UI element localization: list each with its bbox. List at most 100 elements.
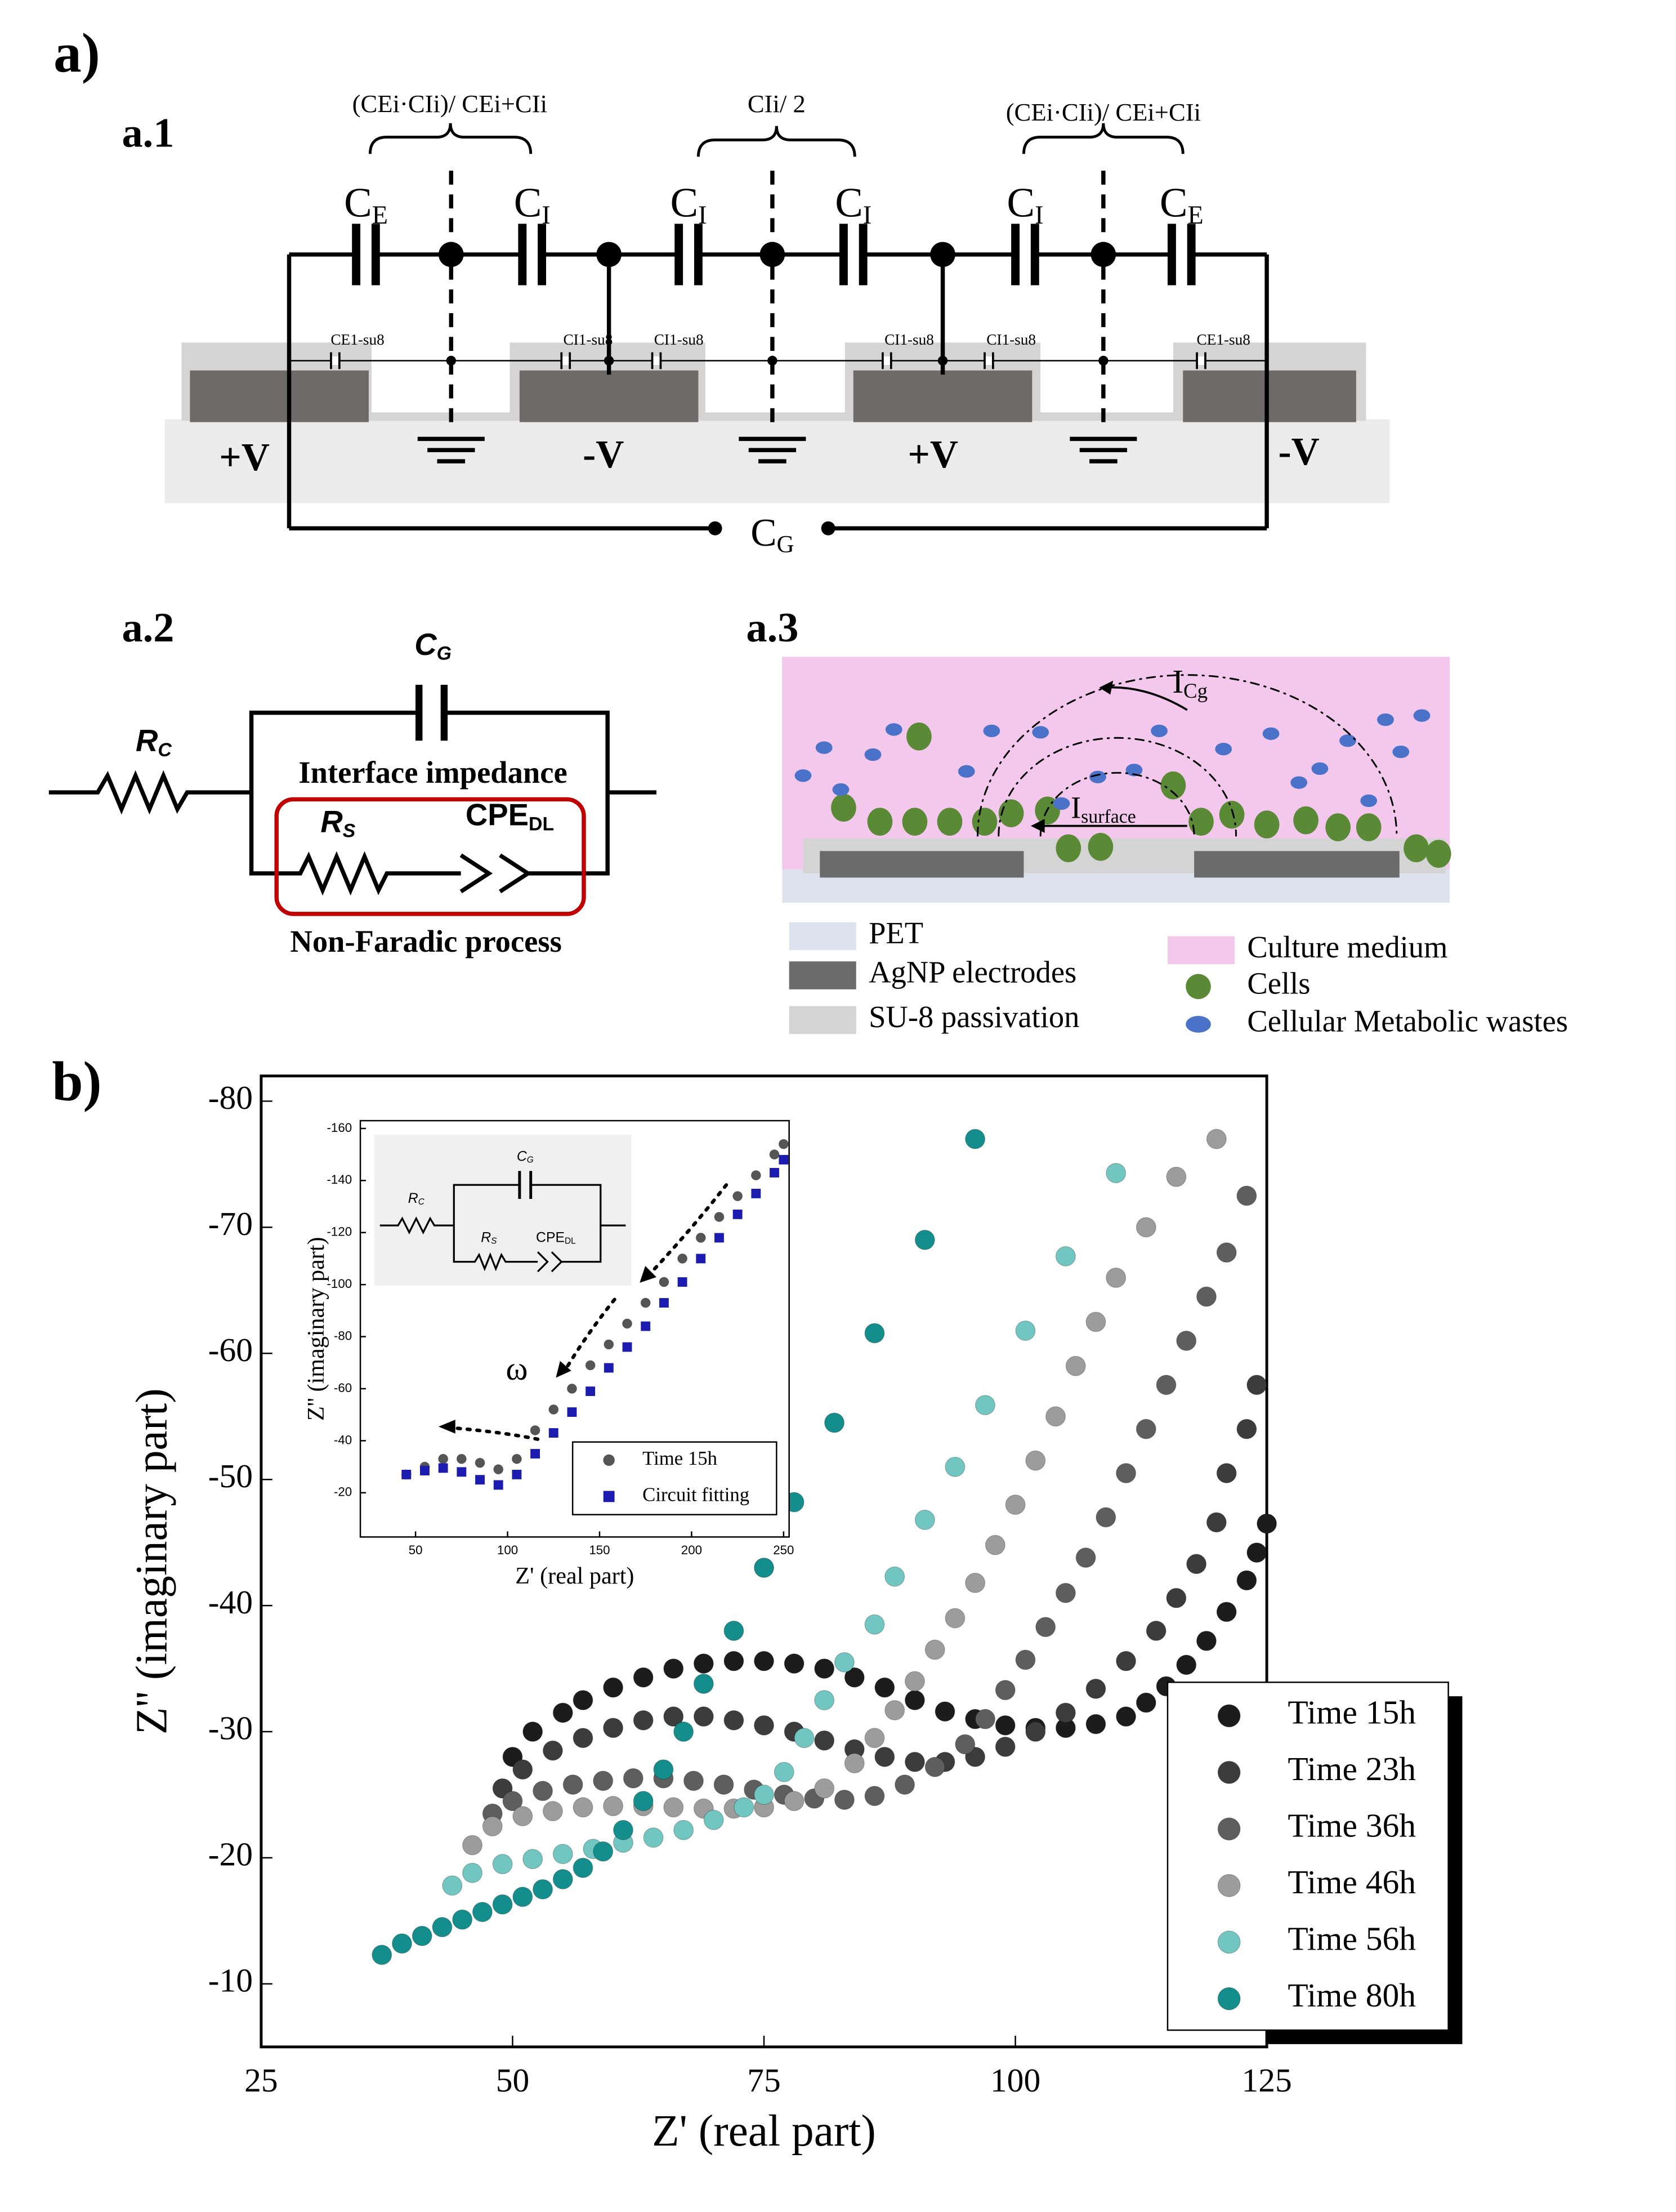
legend-label: Cells [1247, 966, 1310, 1000]
point [586, 1386, 596, 1397]
rc-label-sub: C [158, 739, 172, 761]
arrowhead [1030, 819, 1045, 833]
point [613, 1819, 633, 1840]
y-tick-label: -30 [208, 1710, 253, 1747]
cell [1325, 813, 1351, 841]
brace-label: CIi/ 2 [748, 90, 806, 118]
point [751, 1188, 761, 1198]
waste [794, 769, 812, 782]
point [438, 1453, 449, 1464]
cell [972, 808, 998, 836]
point [603, 1718, 624, 1738]
point [914, 1229, 935, 1250]
node [708, 521, 722, 536]
y-tick-label: -80 [208, 1079, 253, 1116]
point [895, 1774, 915, 1795]
legend-swatch [789, 922, 856, 951]
point [924, 1756, 945, 1777]
cap-gap [522, 250, 542, 259]
current-path [998, 737, 1237, 837]
legend-swatch [789, 1006, 856, 1034]
point [824, 1412, 845, 1433]
point [1055, 1582, 1076, 1603]
point [864, 1614, 885, 1635]
capacitor-label: CI [514, 180, 551, 229]
x-axis-title: Z' (real part) [652, 2106, 876, 2156]
point [904, 1751, 925, 1772]
point [573, 1690, 593, 1711]
point [633, 1667, 654, 1688]
point [573, 1797, 593, 1818]
omega: ω [506, 1350, 528, 1387]
point [462, 1835, 483, 1856]
inset-legend-label: Time 15h [642, 1447, 717, 1469]
point [1156, 1375, 1177, 1395]
point [1246, 1542, 1267, 1563]
waste [1290, 776, 1308, 789]
y-tick-label: -10 [208, 1962, 253, 1999]
electrode [1194, 851, 1400, 878]
icg-label-main: I [1172, 663, 1183, 700]
legend-label: PET [869, 916, 923, 950]
point [814, 1690, 835, 1711]
node [930, 242, 955, 267]
inset-rc-main: R [408, 1191, 418, 1206]
y-tick-label: -70 [208, 1205, 253, 1242]
point [492, 1854, 513, 1875]
main-chart [260, 1074, 1449, 2049]
point [401, 1470, 412, 1479]
cell [1088, 832, 1114, 861]
inset-cpe-main: CPE [536, 1230, 565, 1245]
cap-gap [1197, 356, 1205, 365]
point [732, 1209, 743, 1219]
legend-label: Time 15h [1288, 1694, 1416, 1731]
cell [867, 808, 893, 836]
isurface-label-sub: surface [1081, 806, 1136, 827]
cap-gap [561, 356, 570, 365]
legend-swatch [1186, 974, 1211, 1000]
point [604, 1339, 614, 1350]
y-tick-label: -120 [327, 1225, 352, 1239]
cg-label-main: C [414, 627, 437, 662]
point [493, 1464, 504, 1475]
point [567, 1407, 577, 1417]
point [1015, 1320, 1036, 1341]
x-tick-label: 50 [496, 2062, 530, 2099]
point [677, 1277, 687, 1287]
cap-gap [882, 356, 891, 365]
inset-rs: RS [481, 1230, 497, 1246]
interface-label: Interface impedance [298, 755, 567, 790]
point [552, 1702, 573, 1723]
legend-label: Time 56h [1288, 1920, 1416, 1957]
point [985, 1535, 1005, 1555]
point [874, 1677, 895, 1698]
capacitor-label-sub: I [863, 200, 871, 229]
x-tick-label: 50 [409, 1543, 423, 1557]
inset-cg-sub: G [527, 1156, 534, 1165]
point [1085, 1312, 1106, 1332]
electrodes [190, 370, 1356, 422]
waste [1377, 713, 1394, 726]
point [864, 1323, 885, 1344]
point [548, 1404, 559, 1415]
point [975, 1709, 995, 1729]
cap-gap [1172, 250, 1192, 259]
point [438, 1463, 448, 1473]
cap-gap [330, 356, 339, 365]
electrode [820, 851, 1024, 878]
small-cap-label: CE1-su8 [1196, 331, 1250, 348]
legend-label: Time 80h [1288, 1977, 1416, 2014]
point [643, 1827, 664, 1848]
point [683, 1771, 704, 1791]
point [462, 1862, 483, 1883]
waste [1215, 742, 1232, 756]
point [904, 1671, 925, 1692]
annotation-head [438, 1419, 455, 1434]
point [1146, 1620, 1167, 1641]
point [603, 1796, 624, 1817]
y-tick-label: -20 [334, 1485, 352, 1499]
inset-circuit [379, 1184, 626, 1273]
voltage-label: -V [1279, 430, 1320, 474]
icg-label: ICg [1172, 663, 1208, 703]
